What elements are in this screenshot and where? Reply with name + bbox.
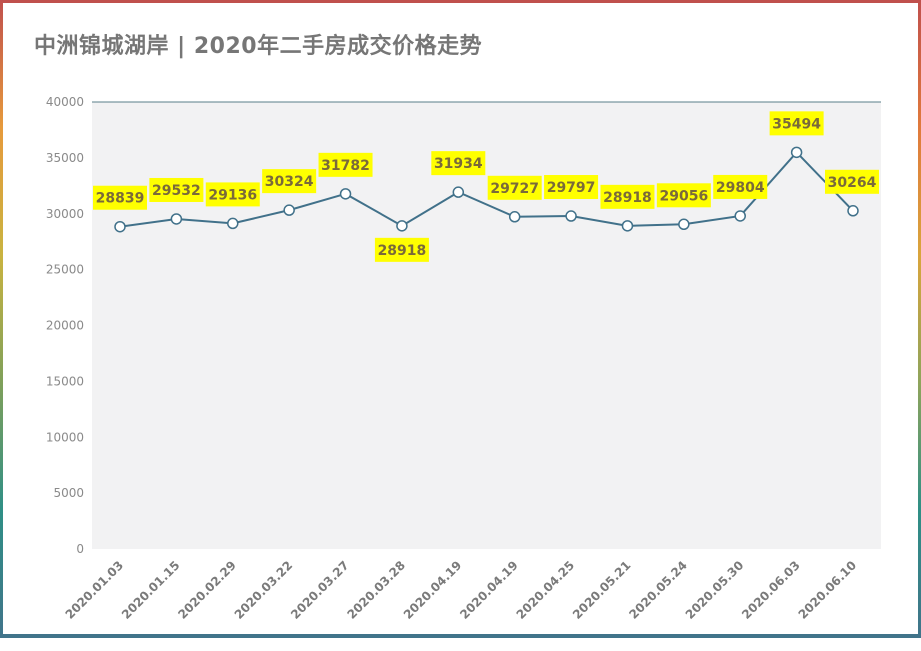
x-tick-label: 2020.01.15 [119,558,183,622]
data-point-marker[interactable] [508,211,521,223]
y-tick-label: 35000 [46,151,84,165]
data-label-value: 28918 [603,190,652,206]
data-point-marker[interactable] [565,210,577,222]
data-label-value: 31782 [321,158,370,174]
data-point-marker[interactable] [170,213,183,225]
x-tick-label: 2020.04.25 [514,558,578,622]
data-label-value: 29136 [208,187,257,203]
data-label-background [431,151,486,176]
data-point-marker[interactable] [339,188,352,200]
chart-title: 中洲锦城湖岸 | 2020年二手房成交价格走势 [34,34,483,59]
data-label: 30264 [825,169,879,194]
data-label-value: 28918 [378,243,427,259]
data-label-background [262,169,317,194]
data-label-background [149,177,204,202]
data-label-value: 30264 [828,175,877,191]
x-tick-label: 2020.03.22 [232,558,296,622]
data-label-value: 29797 [547,180,596,196]
frame-border-right [918,0,921,638]
data-label-background [825,169,879,194]
data-label-background [318,152,373,177]
y-tick-label: 0 [76,542,84,556]
y-tick-label: 40000 [46,95,84,109]
data-label: 29797 [544,175,599,200]
data-label: 30324 [262,169,317,194]
data-point-marker[interactable] [452,186,465,198]
data-label-background [487,175,542,200]
data-point-marker[interactable] [734,210,746,222]
x-tick-label: 2020.02.29 [175,558,239,622]
data-label-value: 29804 [716,180,765,196]
x-tick-label: 2020.04.19 [457,558,521,622]
data-label-background [374,237,429,262]
data-label: 28839 [93,185,147,210]
data-point-marker[interactable] [283,204,295,216]
x-tick-label: 2020.01.03 [63,558,127,622]
y-axis: 0 5000 10000 15000 20000 25000 30000 35000 40000 [46,95,84,556]
data-label: 31782 [318,152,373,177]
data-label: 29056 [656,183,711,208]
data-label: 29532 [149,177,204,202]
data-label-value: 29056 [659,188,708,204]
data-label-value: 35494 [772,116,821,132]
y-tick-label: 30000 [46,207,84,221]
data-label-background [600,184,655,209]
plot-area [91,101,882,551]
data-labels: 28839 29532 29136 30324 31782 28918 31934 29727… [93,111,879,262]
data-label-value: 29727 [490,181,539,197]
data-point-marker[interactable] [396,220,408,232]
data-label: 29804 [713,174,768,199]
data-point-marker[interactable] [678,218,690,231]
x-tick-label: 2020.04.19 [401,558,465,622]
data-label-value: 30324 [265,174,314,190]
x-tick-label: 2020.06.10 [796,558,860,622]
y-tick-label: 15000 [46,374,84,388]
x-tick-label: 2020.05.21 [570,558,634,622]
price-line [119,150,854,228]
x-axis: 2020.01.032020.01.152020.02.292020.03.22… [63,558,860,622]
data-label-value: 29532 [152,183,201,199]
data-label-background [713,174,768,199]
y-tick-label: 10000 [46,430,84,444]
data-label: 29136 [205,182,260,207]
data-point-marker[interactable] [114,220,126,233]
x-tick-label: 2020.06.03 [739,558,803,622]
data-label: 31934 [431,151,486,176]
frame-border-left [0,0,3,638]
data-point-marker[interactable] [790,146,803,159]
y-tick-label: 25000 [46,263,84,277]
data-label: 28918 [374,237,429,262]
x-tick-label: 2020.05.30 [683,558,747,622]
data-label: 35494 [769,111,824,136]
data-point-marker[interactable] [847,205,859,217]
data-point-marker[interactable] [621,220,634,232]
data-label: 29727 [487,175,542,200]
y-tick-label: 5000 [53,486,84,500]
x-tick-label: 2020.05.24 [626,558,690,622]
data-label-background [769,111,824,136]
x-tick-label: 2020.03.27 [288,558,352,622]
data-label-background [544,175,599,200]
y-tick-label: 20000 [46,319,84,333]
data-label-value: 31934 [434,156,483,172]
frame-border-top [0,0,921,3]
data-point-marker[interactable] [227,217,239,230]
x-tick-label: 2020.03.28 [344,558,408,622]
data-label-background [93,185,147,210]
price-line-series [114,146,859,233]
data-label: 28918 [600,184,655,209]
data-label-background [656,183,711,208]
data-label-value: 28839 [96,191,145,207]
frame-border-bottom [0,634,921,638]
data-label-background [205,182,260,207]
